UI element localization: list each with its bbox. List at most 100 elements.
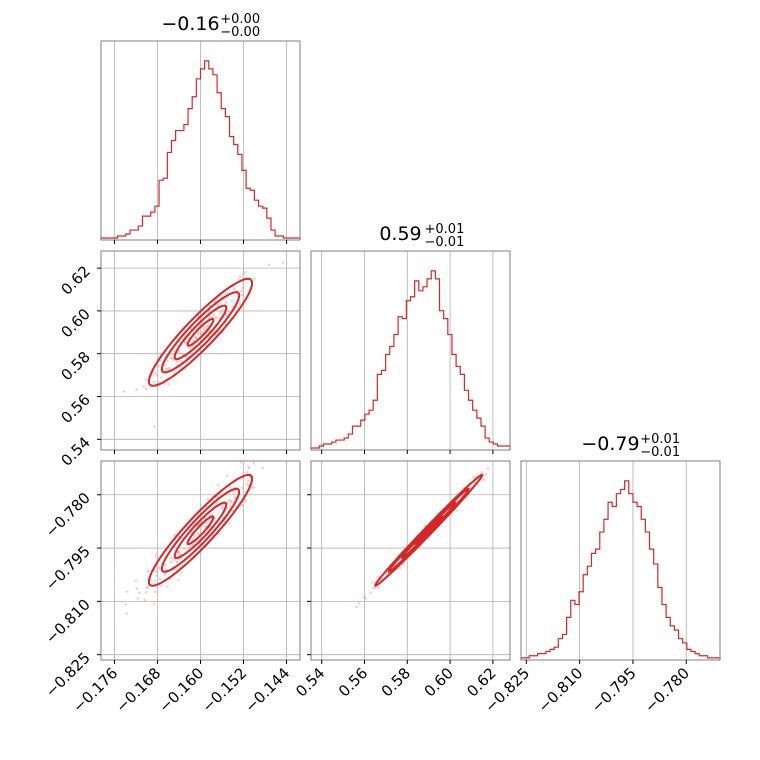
x-tick-label: −0.810 (534, 664, 586, 716)
parameter-title-lower-error: −0.00 (220, 25, 260, 40)
sample-point (158, 577, 162, 581)
sample-point (377, 586, 380, 589)
sample-point (179, 571, 183, 574)
sample-point (472, 475, 475, 479)
sample-point (230, 299, 234, 302)
histogram-steps (520, 480, 721, 660)
contour-level (387, 487, 470, 574)
panel-frame (310, 460, 511, 661)
contours (374, 473, 484, 587)
panel-frame (310, 250, 511, 451)
sample-point (212, 313, 215, 317)
sample-point (160, 584, 163, 588)
contour-level (147, 277, 254, 387)
sample-point (240, 289, 243, 293)
sample-point (153, 590, 157, 594)
sample-point (252, 462, 256, 465)
x-tick-label: −0.160 (155, 664, 207, 716)
sample-point (188, 546, 191, 549)
sample-point (482, 478, 486, 482)
sample-point (205, 324, 208, 328)
contour-level (160, 487, 241, 573)
sample-point (136, 596, 140, 600)
sample-point (156, 373, 159, 377)
sample-point (154, 574, 158, 577)
sample-point (225, 313, 229, 317)
sample-point (240, 503, 244, 507)
sample-point (221, 505, 224, 508)
sample-point (142, 385, 146, 388)
sample-point (245, 471, 249, 474)
contours (147, 277, 254, 387)
parameter-title: −0.16 (161, 13, 219, 35)
sample-point (486, 467, 490, 471)
sample-point (224, 292, 228, 295)
sample-point (238, 275, 242, 278)
sample-point (228, 521, 231, 525)
x-tick-label: −0.780 (641, 664, 693, 716)
sample-point (166, 585, 169, 588)
y-tick-label: 0.60 (57, 305, 93, 341)
sample-point (191, 339, 194, 343)
scatter-panel-1-2: 0.54 0.56 0.58 0.60 0.62 (292, 460, 511, 700)
sample-point (124, 603, 128, 606)
sample-point (215, 316, 218, 320)
sample-point (170, 357, 174, 360)
sample-point (202, 326, 206, 329)
sample-point (374, 586, 377, 589)
y-tick-label: 0.62 (57, 262, 93, 298)
sample-point (155, 556, 158, 559)
sample-point (163, 363, 166, 367)
sample-point (176, 578, 180, 582)
y-tick-label: −0.780 (42, 489, 94, 541)
sample-point (225, 301, 228, 304)
parameter-title-lower-error: −0.01 (640, 445, 680, 460)
contours (147, 473, 254, 587)
y-tick-label: −0.810 (42, 595, 94, 647)
sample-point (167, 366, 171, 370)
sample-point (177, 349, 181, 353)
sample-point (153, 372, 156, 375)
sample-point (240, 293, 244, 297)
sample-point (455, 509, 459, 512)
grid (101, 251, 300, 450)
sample-point (225, 474, 229, 477)
sample-point (195, 336, 198, 340)
sample-point (228, 504, 232, 508)
grid (525, 461, 687, 660)
sample-point (228, 485, 231, 489)
sample-point (157, 364, 161, 368)
sample-point (146, 569, 150, 573)
sample-point (239, 461, 243, 464)
sample-point (153, 579, 157, 583)
contour-level (400, 501, 457, 560)
sample-point (183, 341, 187, 345)
parameter-title: −0.79 (581, 433, 639, 455)
sample-point (241, 286, 244, 290)
sample-point (233, 496, 236, 500)
sample-point (192, 344, 196, 347)
sample-point (208, 314, 212, 318)
sample-point (156, 380, 160, 384)
sample-point (183, 547, 186, 550)
sample-point (187, 336, 190, 340)
contour-level (414, 515, 444, 546)
sample-point (163, 563, 167, 567)
sample-point (281, 261, 285, 264)
sample-point (247, 466, 250, 470)
sample-point (376, 575, 380, 579)
x-tick-label: −0.144 (241, 664, 293, 716)
contour-level (160, 291, 241, 374)
sample-point (261, 466, 264, 470)
sample-point (174, 568, 178, 571)
x-tick-label: −0.152 (198, 664, 250, 716)
sample-point (169, 560, 173, 564)
sample-point (215, 495, 219, 499)
sample-point (173, 370, 176, 373)
sample-point (188, 346, 191, 349)
y-tick-label: 0.54 (57, 433, 93, 469)
sample-point (480, 471, 484, 474)
parameter-title-upper-error: +0.01 (425, 222, 465, 237)
histogram-panel-0: −0.16 +0.00−0.00 (100, 12, 301, 244)
sample-point (226, 501, 230, 505)
